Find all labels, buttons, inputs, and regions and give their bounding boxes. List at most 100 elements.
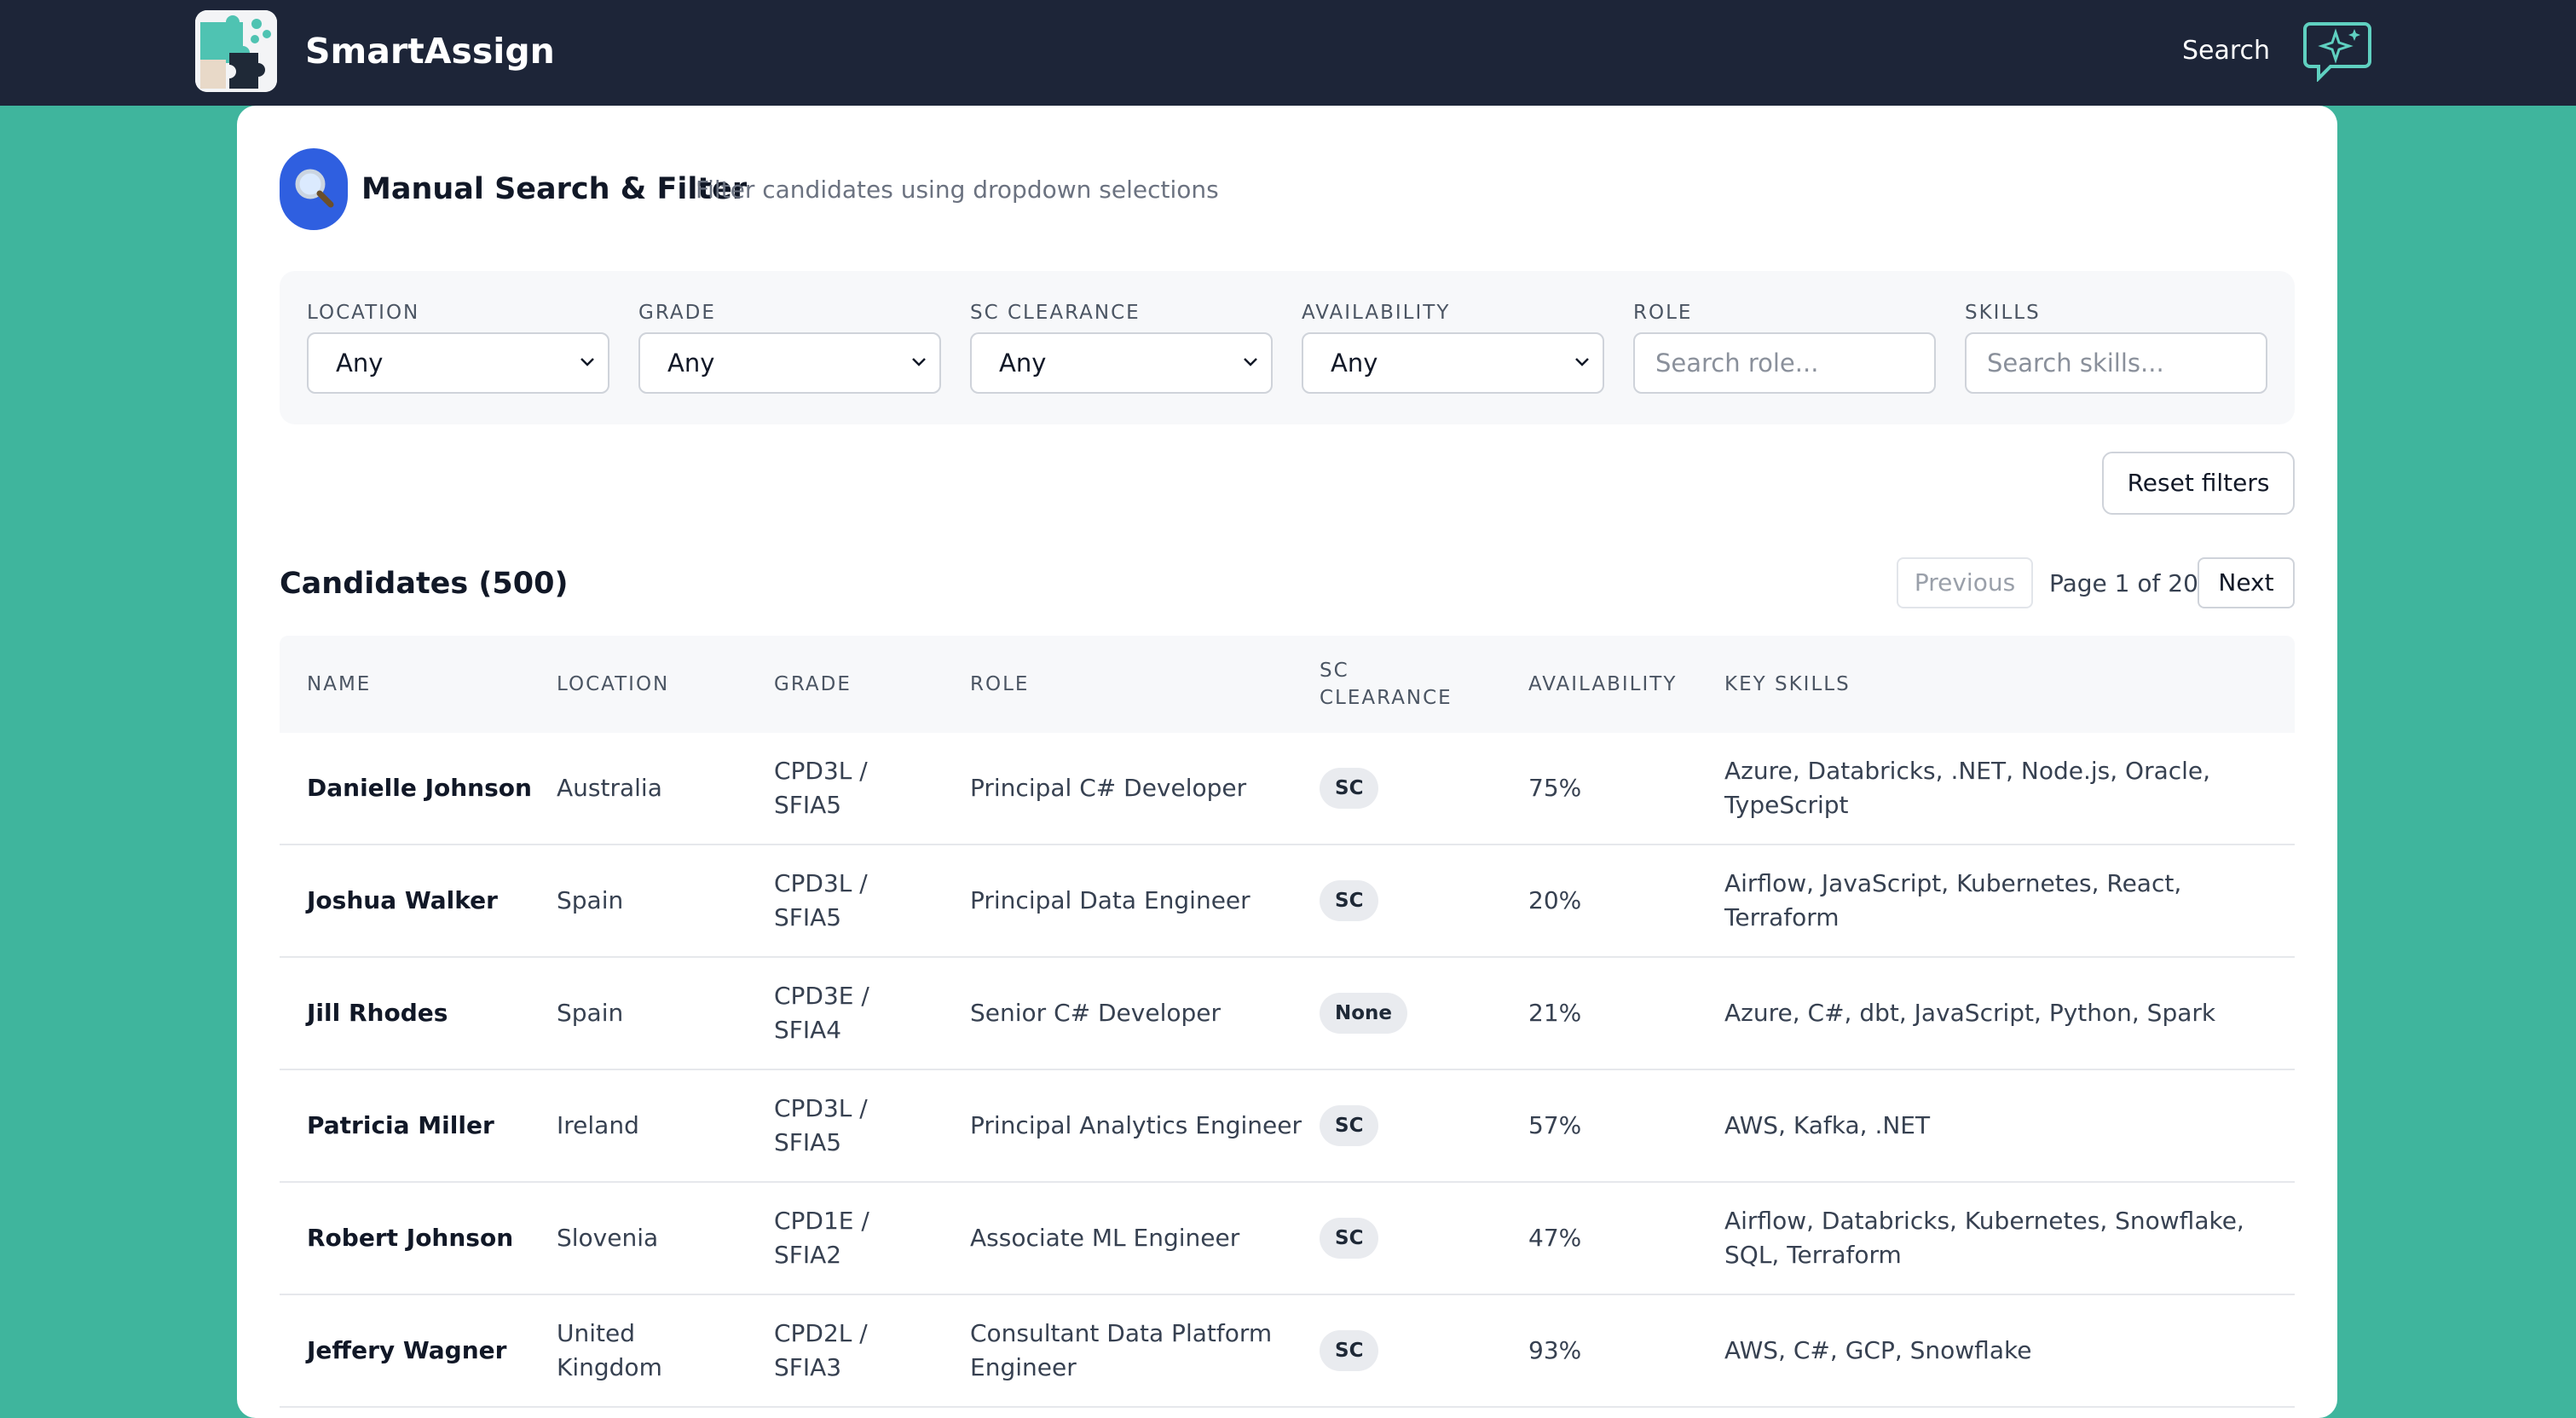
- select-value: Any: [1331, 349, 1378, 378]
- role-search-input[interactable]: Search role...: [1633, 332, 1936, 394]
- candidates-heading: Candidates (500): [280, 567, 569, 601]
- candidate-availability: 75%: [1528, 774, 1582, 802]
- column-header: KEY SKILLS: [1724, 673, 1851, 695]
- candidate-role: Consultant Data Platform Engineer: [970, 1319, 1273, 1381]
- column-header: LOCATION: [557, 673, 670, 695]
- table-row[interactable]: Patricia Miller Ireland CPD3L / SFIA5 Pr…: [280, 1070, 2295, 1183]
- sc-cell: SC: [1320, 1295, 1507, 1406]
- sc-badge: None: [1320, 993, 1408, 1034]
- candidate-availability: 47%: [1528, 1224, 1582, 1252]
- candidates-table: NAME LOCATION GRADE ROLE SC CLEARANCE AV…: [280, 636, 2295, 1408]
- filter-label: SKILLS: [1965, 302, 2041, 324]
- input-placeholder: Search skills...: [1987, 349, 2164, 378]
- chevron-down-icon: [912, 358, 926, 366]
- filter-label: ROLE: [1633, 302, 1693, 324]
- candidate-availability: 21%: [1528, 999, 1582, 1027]
- page-title: Manual Search & Filter: [361, 172, 748, 206]
- select-value: Any: [336, 349, 384, 378]
- candidate-skills: AWS, C#, GCP, Snowflake: [1724, 1336, 2032, 1364]
- magnifier-icon: [295, 169, 334, 208]
- sc-cell: SC: [1320, 845, 1507, 956]
- filter-label: SC CLEARANCE: [970, 302, 1141, 324]
- top-navbar: SmartAssign Search: [0, 0, 2576, 106]
- chevron-down-icon: [1575, 358, 1589, 366]
- candidate-location: United Kingdom: [557, 1319, 662, 1381]
- search-feature-badge: [280, 148, 348, 230]
- candidate-availability: 93%: [1528, 1336, 1582, 1364]
- column-header: ROLE: [970, 673, 1030, 695]
- column-header: AVAILABILITY: [1528, 673, 1678, 695]
- filter-label: AVAILABILITY: [1302, 302, 1451, 324]
- page-indicator: Page 1 of 20: [2049, 569, 2198, 597]
- table-row[interactable]: Joshua Walker Spain CPD3L / SFIA5 Princi…: [280, 845, 2295, 958]
- candidate-grade: CPD3L / SFIA5: [774, 869, 868, 931]
- candidate-location: Slovenia: [557, 1224, 659, 1252]
- candidate-role: Principal Data Engineer: [970, 886, 1250, 914]
- grade-select[interactable]: Any: [638, 332, 941, 394]
- table-row[interactable]: Robert Johnson Slovenia CPD1E / SFIA2 As…: [280, 1183, 2295, 1295]
- candidate-name: Robert Johnson: [307, 1224, 514, 1252]
- sc-cell: None: [1320, 958, 1507, 1069]
- input-placeholder: Search role...: [1655, 349, 1819, 378]
- ai-assistant-button[interactable]: [2302, 20, 2373, 83]
- chevron-down-icon: [580, 358, 594, 366]
- candidate-grade: CPD3L / SFIA5: [774, 757, 868, 819]
- candidate-grade: CPD2L / SFIA3: [774, 1319, 868, 1381]
- search-card: Manual Search & Filter Filter candidates…: [237, 106, 2337, 1418]
- puzzle-logo-icon: [195, 10, 277, 92]
- candidate-availability: 20%: [1528, 886, 1582, 914]
- select-value: Any: [999, 349, 1047, 378]
- candidate-location: Australia: [557, 774, 662, 802]
- app-title[interactable]: SmartAssign: [305, 31, 555, 72]
- table-row[interactable]: Danielle Johnson Australia CPD3L / SFIA5…: [280, 733, 2295, 845]
- candidate-role: Associate ML Engineer: [970, 1224, 1240, 1252]
- candidate-skills: Airflow, Databricks, Kubernetes, Snowfla…: [1724, 1207, 2244, 1269]
- candidate-name: Patricia Miller: [307, 1111, 494, 1139]
- column-header: GRADE: [774, 673, 852, 695]
- candidate-location: Spain: [557, 886, 624, 914]
- filter-label: GRADE: [638, 302, 716, 324]
- candidate-role: Principal Analytics Engineer: [970, 1111, 1302, 1139]
- sc-badge: SC: [1320, 768, 1379, 809]
- location-select[interactable]: Any: [307, 332, 609, 394]
- candidate-name: Jill Rhodes: [307, 999, 448, 1027]
- candidate-grade: CPD1E / SFIA2: [774, 1207, 869, 1269]
- candidate-skills: AWS, Kafka, .NET: [1724, 1111, 1931, 1139]
- previous-page-button[interactable]: Previous: [1897, 557, 2033, 608]
- candidate-location: Ireland: [557, 1111, 639, 1139]
- availability-select[interactable]: Any: [1302, 332, 1604, 394]
- candidate-availability: 57%: [1528, 1111, 1582, 1139]
- reset-filters-button[interactable]: Reset filters: [2102, 452, 2295, 515]
- candidate-grade: CPD3L / SFIA5: [774, 1094, 868, 1156]
- candidate-skills: Azure, C#, dbt, JavaScript, Python, Spar…: [1724, 999, 2216, 1027]
- app-logo[interactable]: [195, 10, 277, 92]
- candidate-role: Principal C# Developer: [970, 774, 1247, 802]
- candidate-role: Senior C# Developer: [970, 999, 1221, 1027]
- page-subtitle: Filter candidates using dropdown selecti…: [696, 176, 1219, 204]
- candidate-name: Joshua Walker: [307, 886, 498, 914]
- column-header: NAME: [307, 673, 372, 695]
- candidate-grade: CPD3E / SFIA4: [774, 982, 869, 1044]
- sc-badge: SC: [1320, 1218, 1379, 1259]
- candidate-location: Spain: [557, 999, 624, 1027]
- next-page-button[interactable]: Next: [2198, 557, 2295, 608]
- column-header: SC CLEARANCE: [1320, 660, 1453, 709]
- table-row[interactable]: Jill Rhodes Spain CPD3E / SFIA4 Senior C…: [280, 958, 2295, 1070]
- skills-search-input[interactable]: Search skills...: [1965, 332, 2267, 394]
- candidate-name: Danielle Johnson: [307, 774, 532, 802]
- sc-badge: SC: [1320, 880, 1379, 921]
- table-header: NAME LOCATION GRADE ROLE SC CLEARANCE AV…: [280, 636, 2295, 733]
- filter-label: LOCATION: [307, 302, 420, 324]
- chevron-down-icon: [1244, 358, 1257, 366]
- nav-search-link[interactable]: Search: [2182, 36, 2271, 66]
- select-value: Any: [667, 349, 715, 378]
- sc-badge: SC: [1320, 1330, 1379, 1371]
- candidate-skills: Airflow, JavaScript, Kubernetes, React, …: [1724, 869, 2182, 931]
- sparkle-chat-icon: [2303, 22, 2371, 83]
- sc-badge: SC: [1320, 1105, 1379, 1146]
- candidate-name: Jeffery Wagner: [307, 1336, 507, 1364]
- sc-clearance-select[interactable]: Any: [970, 332, 1273, 394]
- sc-cell: SC: [1320, 1183, 1507, 1294]
- table-row[interactable]: Jeffery Wagner United Kingdom CPD2L / SF…: [280, 1295, 2295, 1408]
- sc-cell: SC: [1320, 733, 1507, 844]
